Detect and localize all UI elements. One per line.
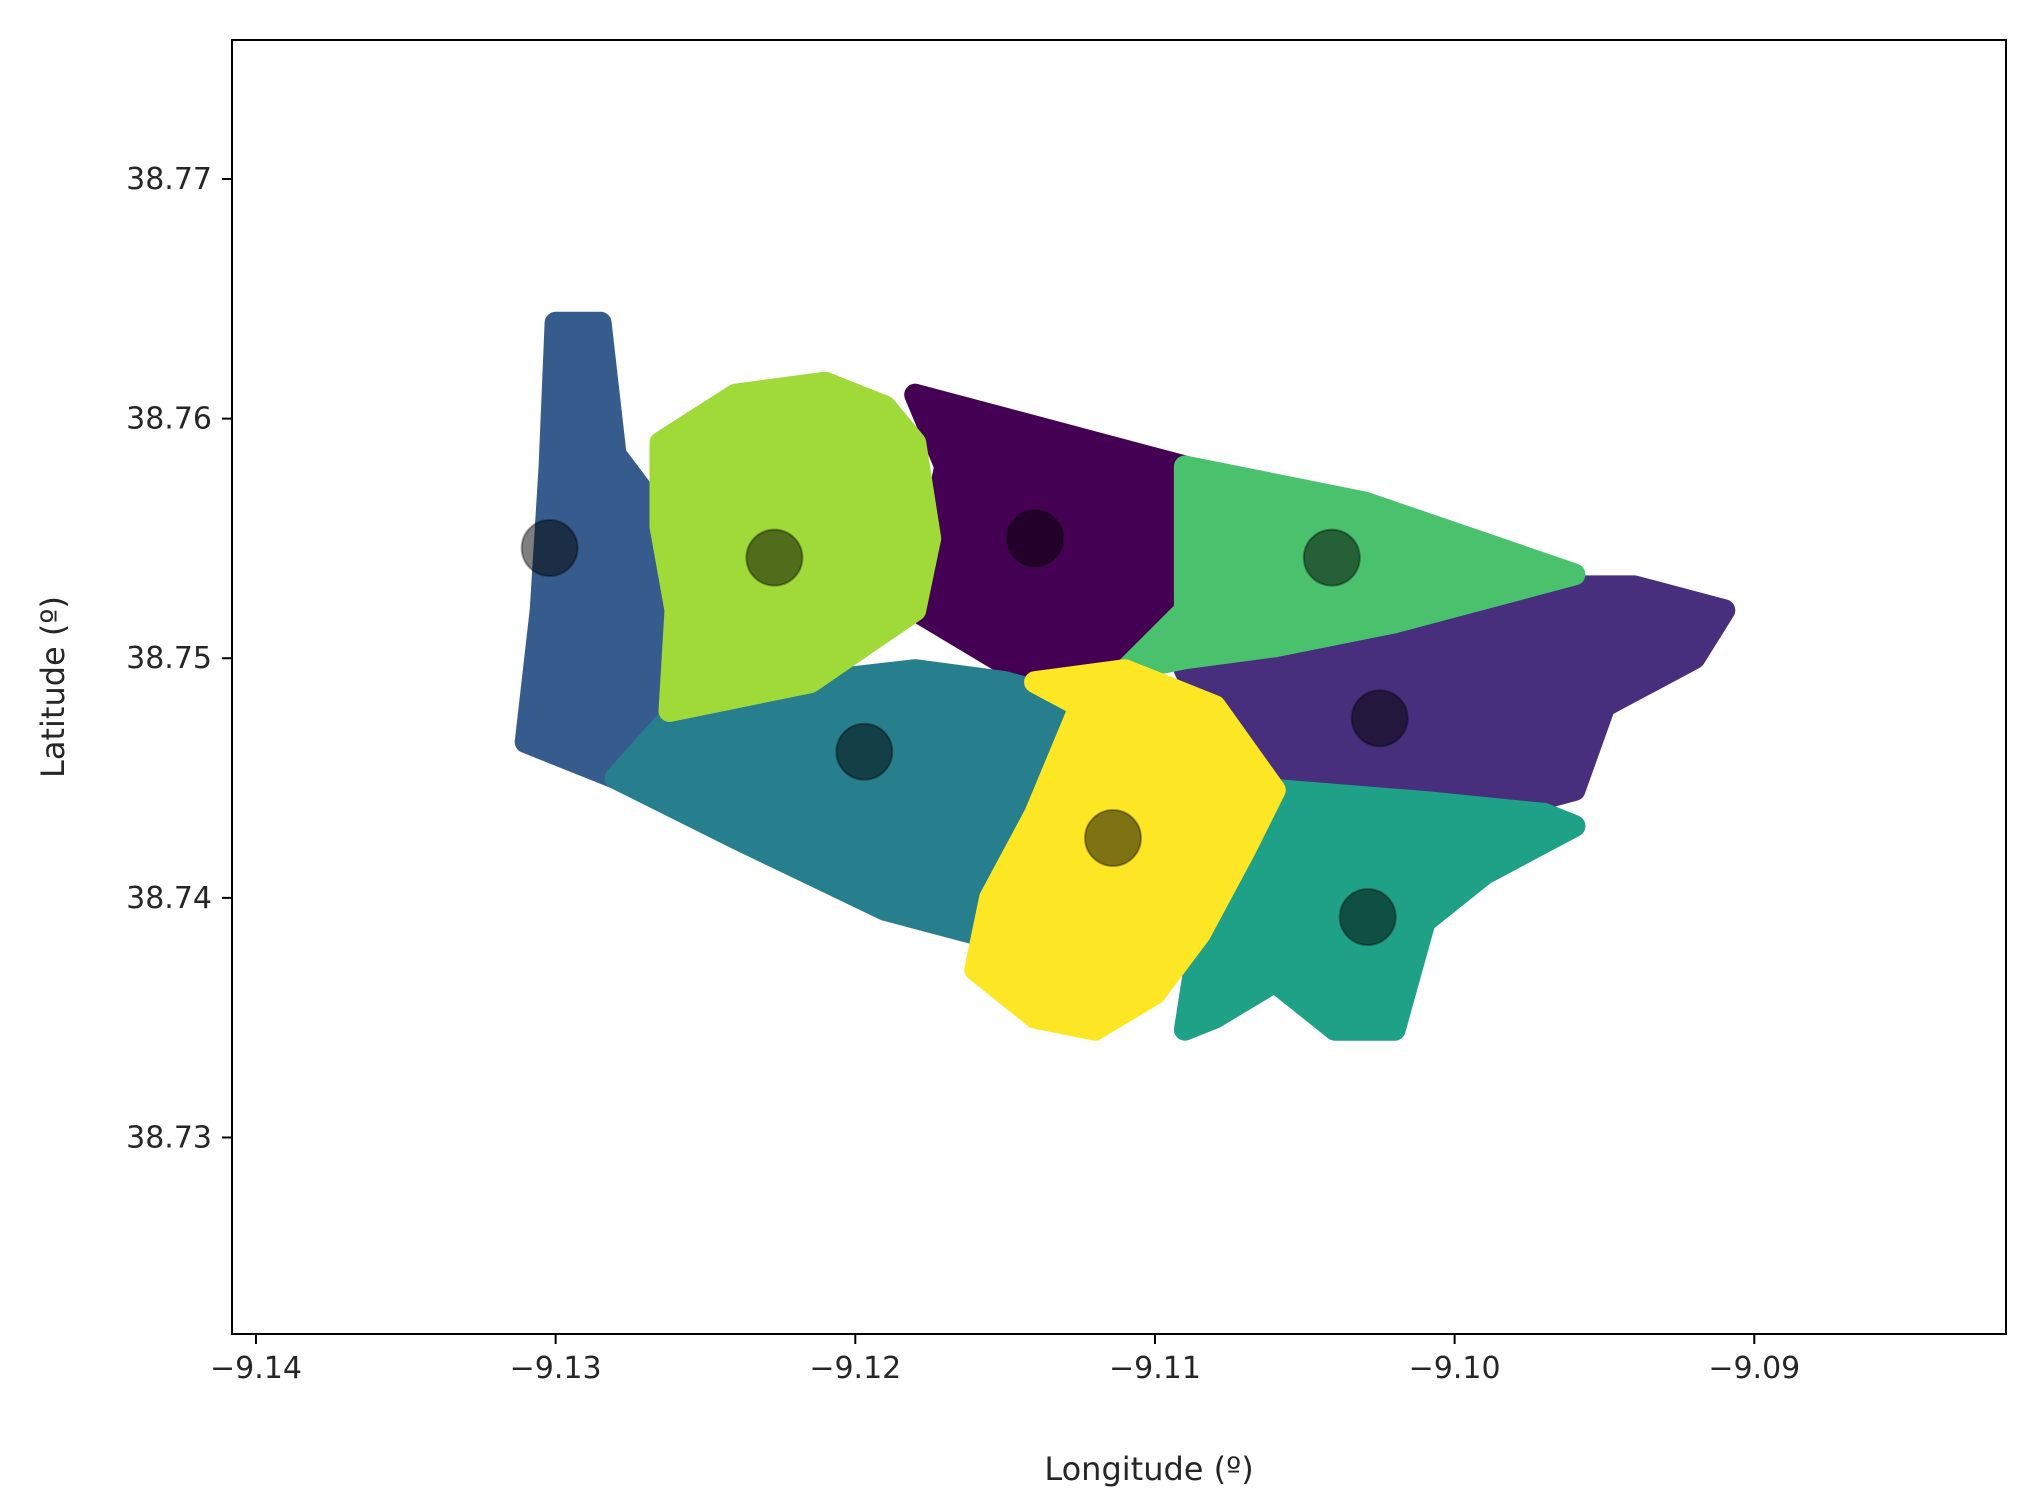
centroid-marker-4: [1338, 888, 1397, 946]
centroid-marker-0: [1006, 509, 1065, 568]
x-axis-title: Longitude (º): [1044, 1450, 1253, 1488]
y-tick-label: 38.76: [126, 402, 212, 437]
x-axis: −9.14 −9.13 −9.12 −9.11 −9.10 −9.09: [210, 1334, 1800, 1386]
x-tick-label: −9.12: [809, 1351, 901, 1386]
centroid-marker-6: [745, 528, 804, 587]
centroid-marker-5: [1302, 528, 1361, 587]
x-tick-label: −9.10: [1409, 1351, 1501, 1386]
centroid-marker-3: [835, 722, 894, 781]
x-tick-label: −9.11: [1109, 1351, 1201, 1386]
centroids-layer: [520, 509, 1409, 946]
y-tick-label: 38.77: [126, 162, 212, 197]
y-axis: 38.73 38.74 38.75 38.76 38.77: [126, 162, 232, 1156]
centroid-marker-1: [1350, 689, 1409, 748]
plot-frame: [231, 39, 2007, 1335]
centroid-marker-2: [520, 519, 579, 577]
y-tick-label: 38.74: [126, 881, 212, 916]
x-tick-label: −9.14: [210, 1351, 302, 1386]
centroid-marker-7: [1084, 809, 1142, 867]
y-axis-title: Latitude (º): [34, 596, 72, 778]
x-tick-label: −9.13: [510, 1351, 602, 1386]
x-tick-label: −9.09: [1708, 1351, 1800, 1386]
clusters-layer: [514, 311, 1736, 1041]
y-tick-label: 38.75: [126, 641, 212, 676]
y-tick-label: 38.73: [126, 1121, 212, 1156]
